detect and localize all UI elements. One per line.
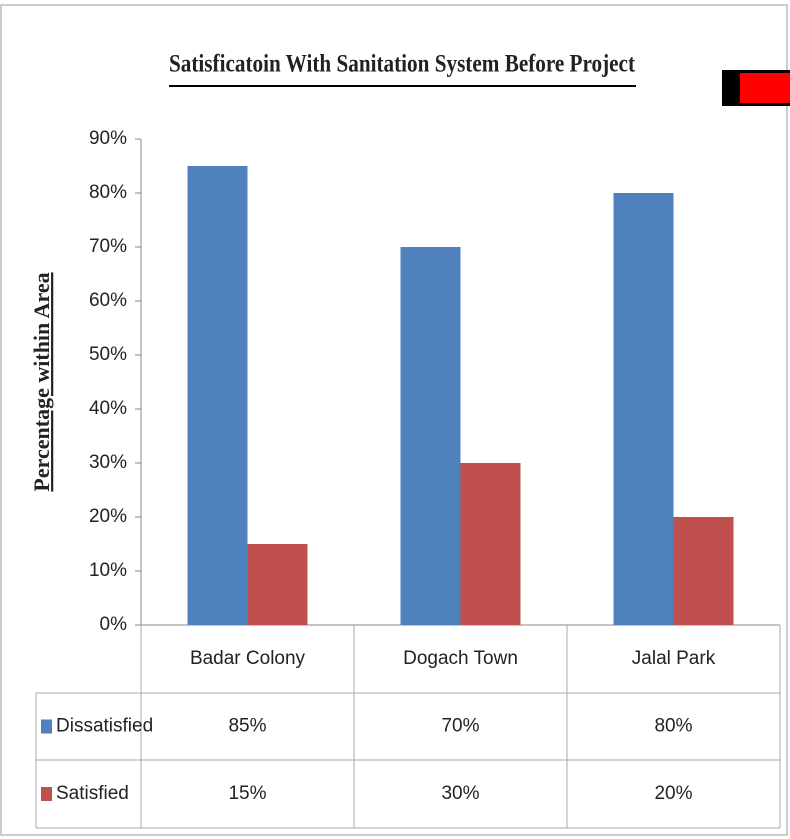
legend-key [41, 719, 52, 734]
y-axis-label: Percentage within Area [29, 272, 54, 491]
chart-frame [0, 4, 788, 836]
table-value: 85% [228, 716, 266, 737]
y-tick-label: 0% [100, 614, 128, 635]
bar [187, 166, 248, 625]
legend-label: Dissatisfied [56, 716, 153, 737]
bar [400, 247, 461, 625]
table-value: 30% [441, 783, 479, 804]
table-value: 20% [654, 783, 692, 804]
y-tick-label: 90% [89, 128, 127, 149]
y-tick-label: 40% [89, 398, 127, 419]
legend-key [41, 787, 52, 801]
table-value: 80% [654, 716, 692, 737]
y-tick-label: 20% [89, 506, 127, 527]
chart-title: Satisficatoin With Sanitation System Bef… [169, 51, 636, 78]
x-tick-label: Badar Colony [190, 648, 306, 669]
y-tick-label: 70% [89, 236, 127, 257]
x-tick-label: Jalal Park [632, 648, 716, 669]
legend-label: Satisfied [56, 783, 129, 804]
bar [247, 544, 308, 625]
y-tick-label: 10% [89, 560, 127, 581]
y-tick-label: 50% [89, 344, 127, 365]
legend-swatch [740, 73, 790, 103]
bar [673, 517, 734, 625]
bar [613, 193, 674, 625]
y-tick-label: 80% [89, 182, 127, 203]
y-tick-label: 60% [89, 290, 127, 311]
y-tick-label: 30% [89, 452, 127, 473]
x-tick-label: Dogach Town [403, 648, 518, 669]
table-value: 15% [228, 783, 266, 804]
bar [460, 463, 521, 625]
table-value: 70% [441, 716, 479, 737]
